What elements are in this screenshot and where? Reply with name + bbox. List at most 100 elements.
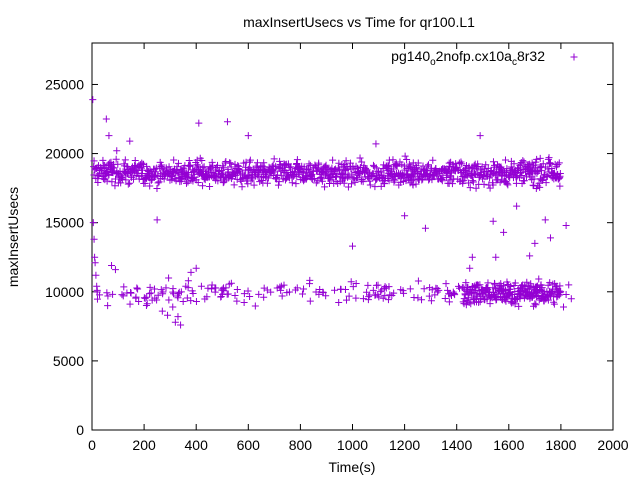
data-point — [385, 283, 393, 291]
plot-frame — [91, 42, 614, 431]
data-point — [541, 216, 549, 224]
data-point — [349, 283, 357, 291]
data-point — [167, 173, 175, 181]
data-point — [557, 287, 565, 295]
data-point — [187, 297, 195, 305]
data-point — [476, 281, 484, 289]
data-point — [562, 291, 570, 299]
data-point — [273, 171, 281, 179]
data-point — [531, 300, 539, 308]
data-point — [319, 288, 327, 296]
data-point — [321, 183, 329, 191]
data-point — [277, 286, 285, 294]
data-point — [515, 302, 523, 310]
data-point — [276, 157, 284, 165]
legend-plus-mark — [570, 53, 578, 61]
data-point — [403, 156, 411, 164]
data-point — [428, 286, 436, 294]
data-point — [429, 156, 437, 164]
data-point — [198, 156, 206, 164]
legend-label: pg140o2nofp.cx10ac8r32 — [391, 48, 545, 68]
data-point — [468, 289, 476, 297]
data-point — [448, 180, 456, 188]
data-point — [206, 183, 214, 191]
data-point — [177, 321, 185, 329]
data-point — [169, 303, 177, 311]
data-point — [206, 163, 214, 171]
data-point — [542, 179, 550, 187]
data-point — [556, 289, 564, 297]
data-point — [424, 161, 432, 169]
x-tick-label: 1000 — [337, 437, 368, 453]
data-point — [154, 179, 162, 187]
data-point — [556, 182, 564, 190]
x-axis: 0 200 400 600 800 1000 1200 1400 1600 1800 2000 — [88, 43, 629, 453]
data-point — [366, 177, 374, 185]
data-point — [255, 290, 263, 298]
data-point — [371, 183, 379, 191]
data-point — [414, 159, 422, 167]
data-point — [518, 172, 526, 180]
data-point — [532, 301, 540, 309]
data-point — [168, 176, 176, 184]
data-point — [421, 224, 429, 232]
data-point — [544, 296, 552, 304]
data-point — [465, 179, 473, 187]
data-point — [543, 173, 551, 181]
data-point — [483, 284, 491, 292]
data-point — [179, 297, 187, 305]
data-point — [476, 132, 484, 140]
data-point — [438, 177, 446, 185]
data-point — [392, 161, 400, 169]
data-point — [299, 167, 307, 175]
data-point — [234, 162, 242, 170]
data-point — [300, 285, 308, 293]
data-point — [554, 175, 562, 183]
data-point — [93, 295, 101, 303]
data-point — [143, 300, 151, 308]
data-point — [118, 175, 126, 183]
data-point — [155, 178, 163, 186]
data-point — [252, 162, 260, 170]
data-point — [489, 181, 497, 189]
data-point — [372, 164, 380, 172]
data-point — [276, 283, 284, 291]
y-axis: 0 5000 10000 15000 20000 25000 — [45, 76, 613, 438]
data-point — [244, 287, 252, 295]
data-point — [178, 174, 186, 182]
data-point — [545, 154, 553, 162]
data-point — [189, 290, 197, 298]
data-point — [220, 164, 228, 172]
data-point — [347, 180, 355, 188]
data-point — [280, 281, 288, 289]
data-point — [401, 152, 409, 160]
data-point — [111, 266, 119, 274]
data-point — [496, 164, 504, 172]
data-point — [146, 182, 154, 190]
data-point — [406, 285, 414, 293]
data-point — [222, 158, 230, 166]
legend-subscript-2: c — [512, 57, 517, 68]
data-point — [253, 159, 261, 167]
x-axis-label: Time(s) — [329, 459, 376, 475]
data-point — [212, 284, 220, 292]
data-point — [372, 140, 380, 148]
data-point — [510, 160, 518, 168]
x-tick-label: 1600 — [493, 437, 524, 453]
data-point — [143, 293, 151, 301]
data-point — [120, 283, 128, 291]
data-point — [335, 159, 343, 167]
data-point — [135, 297, 143, 305]
data-point — [352, 279, 360, 287]
data-point — [442, 174, 450, 182]
data-point — [425, 292, 433, 300]
data-point — [154, 291, 162, 299]
data-point — [544, 155, 552, 163]
data-point — [401, 212, 409, 220]
data-point — [89, 219, 97, 227]
data-point — [516, 161, 524, 169]
data-point — [546, 234, 554, 242]
data-point — [184, 277, 192, 285]
data-point — [256, 178, 264, 186]
